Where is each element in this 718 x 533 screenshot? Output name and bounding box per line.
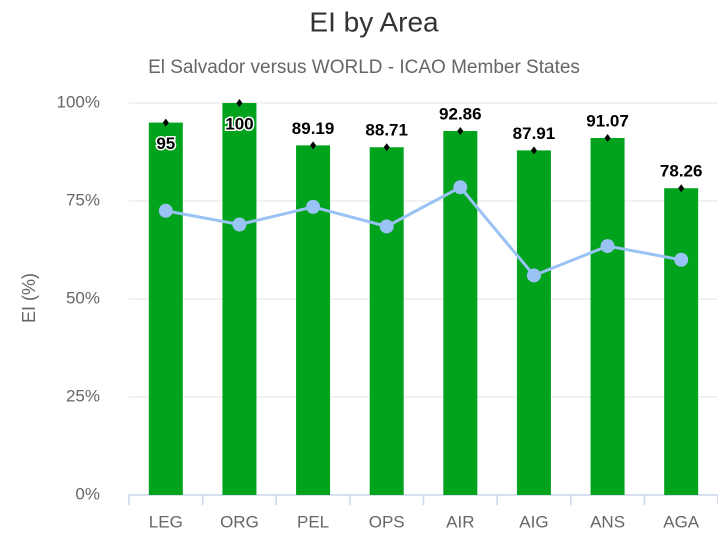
bar bbox=[369, 147, 404, 495]
x-tick-label: PEL bbox=[297, 512, 329, 531]
x-tick-label: ANS bbox=[590, 512, 625, 531]
bar-top-marker bbox=[604, 134, 611, 143]
x-tick-label: ORG bbox=[220, 512, 259, 531]
chart-subtitle: El Salvador versus WORLD - ICAO Member S… bbox=[148, 57, 580, 78]
bar bbox=[296, 145, 331, 496]
y-tick-label: 75% bbox=[66, 190, 100, 209]
line bbox=[165, 185, 682, 278]
line-point bbox=[600, 239, 615, 254]
line-point bbox=[379, 219, 394, 234]
data-label: 100 bbox=[225, 114, 253, 133]
bar-top-marker bbox=[530, 146, 537, 155]
bar-top-marker bbox=[162, 118, 169, 127]
bar-top-marker bbox=[310, 141, 317, 150]
y-tick-label: 0% bbox=[75, 484, 100, 503]
bar-top-marker bbox=[236, 99, 243, 107]
x-tick-label: AIG bbox=[519, 512, 548, 531]
x-tick-label: AGA bbox=[663, 512, 700, 531]
x-tick-label: LEG bbox=[149, 512, 183, 531]
data-label: 89.19 bbox=[292, 119, 335, 138]
bar bbox=[516, 150, 551, 495]
bar-top-marker bbox=[383, 143, 390, 152]
line-point bbox=[158, 203, 173, 218]
chart-title: EI by Area bbox=[309, 6, 439, 37]
y-tick-label: 25% bbox=[66, 386, 100, 405]
x-tick-label: AIR bbox=[446, 512, 474, 531]
data-label: 91.07 bbox=[586, 111, 629, 130]
line-point bbox=[674, 252, 689, 267]
bar-top-marker bbox=[457, 126, 464, 135]
line-point bbox=[232, 217, 247, 232]
x-tick-label: OPS bbox=[369, 512, 405, 531]
data-label: 88.71 bbox=[365, 121, 408, 140]
bar bbox=[222, 103, 257, 495]
line-point bbox=[526, 268, 541, 283]
data-label: 78.26 bbox=[660, 162, 703, 181]
bar-top-marker bbox=[678, 184, 685, 193]
data-label: 87.91 bbox=[513, 124, 556, 143]
line-point bbox=[453, 180, 468, 195]
data-label: 92.86 bbox=[439, 104, 482, 123]
bar bbox=[590, 138, 625, 495]
y-tick-label: 100% bbox=[57, 92, 100, 111]
y-axis-title: EI (%) bbox=[19, 273, 39, 323]
y-tick-label: 50% bbox=[66, 288, 100, 307]
bar bbox=[148, 122, 183, 495]
data-label: 95 bbox=[156, 134, 175, 153]
bar bbox=[664, 188, 699, 495]
line-point bbox=[306, 199, 321, 214]
